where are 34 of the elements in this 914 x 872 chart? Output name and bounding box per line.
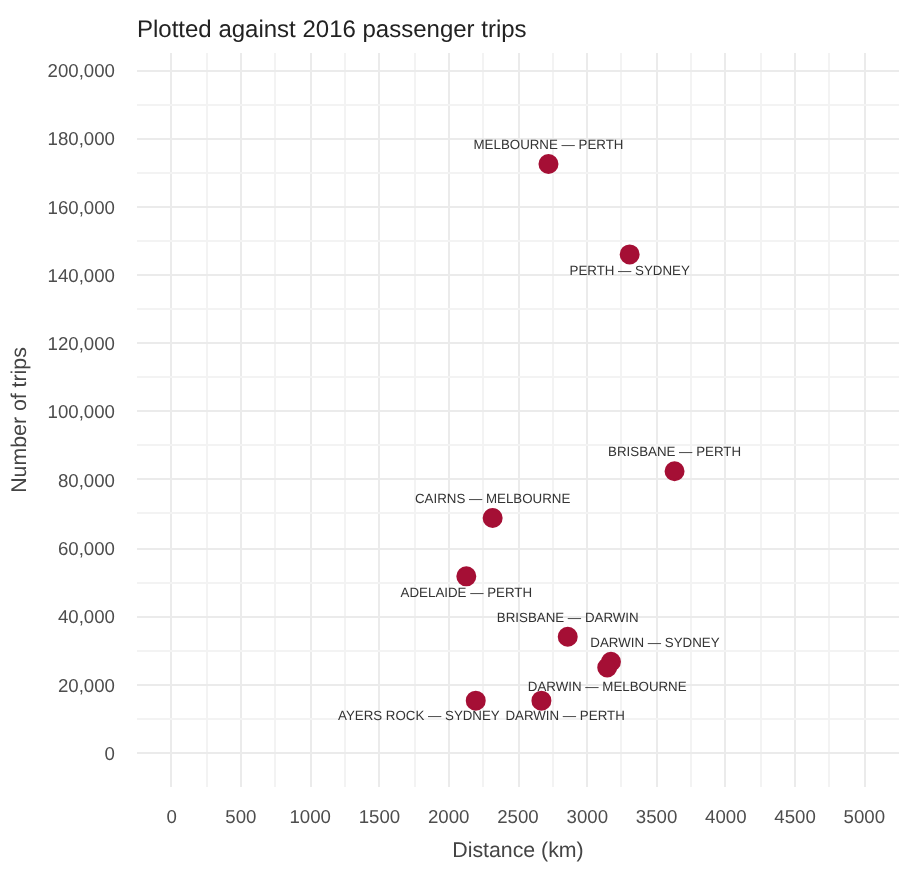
x-tick-label: 0 — [166, 807, 177, 827]
x-tick-label: 3000 — [566, 807, 609, 827]
y-tick-label: 160,000 — [47, 197, 116, 218]
y-tick-label: 100,000 — [47, 402, 116, 423]
y-tick-label: 120,000 — [47, 334, 116, 355]
x-tick-label: 5000 — [843, 807, 886, 827]
y-tick-label: 140,000 — [47, 265, 116, 286]
point — [482, 508, 503, 528]
chart-subtitle: Plotted against 2016 passenger trips — [137, 15, 527, 43]
x-tick-label: 3500 — [635, 807, 678, 827]
x-tick-label: 500 — [225, 807, 257, 827]
y-tick-label: 0 — [104, 743, 116, 764]
y-axis-title: Number of trips — [7, 347, 32, 493]
point — [456, 566, 477, 587]
x-tick-label: 4000 — [705, 807, 747, 827]
y-tick-label: 200,000 — [47, 61, 116, 82]
point — [664, 461, 685, 482]
x-tick-label: 2000 — [427, 807, 470, 827]
x-tick-label: 1500 — [358, 807, 401, 827]
y-tick-label: 180,000 — [47, 129, 116, 150]
point — [531, 690, 552, 711]
y-tick-label: 20,000 — [57, 675, 115, 696]
x-tick-label: 4500 — [774, 807, 816, 827]
x-tick-label: 1000 — [289, 807, 331, 827]
y-tick-label: 60,000 — [57, 539, 115, 560]
x-axis-title: Distance (km) — [452, 839, 584, 863]
point — [465, 690, 486, 711]
point — [597, 657, 618, 678]
x-tick-label: 2500 — [497, 807, 539, 827]
y-tick-label: 40,000 — [57, 607, 115, 628]
y-tick-label: 80,000 — [57, 470, 115, 491]
point — [538, 153, 559, 174]
point — [557, 626, 578, 647]
point — [619, 244, 640, 265]
